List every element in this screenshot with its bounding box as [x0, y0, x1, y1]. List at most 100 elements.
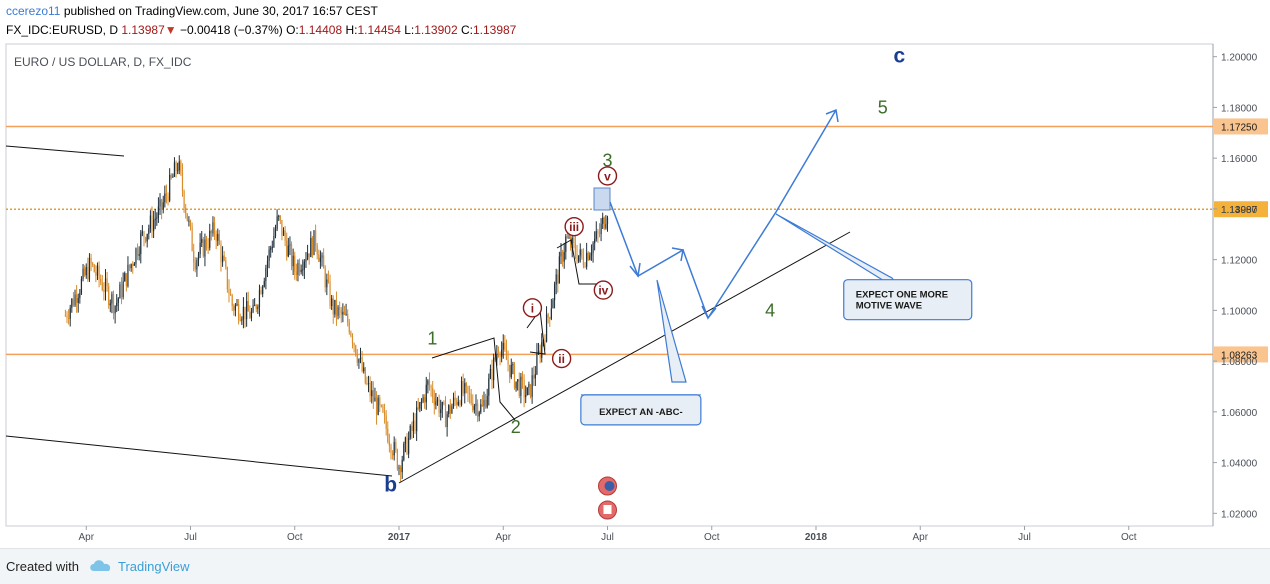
y-tick-label: 1.12000	[1221, 256, 1258, 267]
candle-body	[213, 222, 216, 235]
level-price-tag	[1214, 201, 1268, 218]
candle-body	[64, 315, 66, 317]
candle-body	[100, 278, 102, 283]
candle-body	[88, 257, 91, 280]
candle-body	[537, 350, 540, 353]
callout-text: MOTIVE WAVE	[856, 301, 922, 312]
candle-body	[218, 233, 220, 245]
candle-body	[149, 215, 152, 229]
candle-body	[570, 236, 572, 248]
candle-body	[605, 224, 607, 229]
low-value: 1.13902	[414, 23, 458, 37]
candle-body	[186, 213, 188, 221]
candle-body	[521, 376, 524, 381]
candle-body	[234, 305, 237, 311]
candle-body	[316, 245, 318, 255]
candle-body	[231, 295, 233, 307]
candle-body	[342, 311, 344, 315]
candle-body	[306, 253, 309, 260]
candle-body	[225, 260, 227, 268]
candle-body	[154, 218, 156, 221]
candle-body	[459, 401, 461, 405]
candle-body	[528, 384, 530, 388]
y-tick-label: 1.10000	[1221, 306, 1258, 317]
candle-body	[159, 199, 161, 207]
candle-body	[606, 217, 609, 225]
candle-body	[334, 299, 336, 315]
candle-body	[85, 266, 87, 276]
wave-label-circle	[564, 216, 584, 237]
price-chart[interactable]: EURO / US DOLLAR, D, FX_IDC 1.17250 1.139…	[0, 42, 1270, 548]
candle-body	[424, 397, 426, 403]
candle-body	[452, 397, 455, 407]
candle-body	[454, 397, 456, 401]
event-markers[interactable]	[598, 476, 617, 520]
candle-body	[383, 411, 386, 416]
candle-body	[146, 233, 148, 242]
uptrend-support-line	[398, 231, 851, 484]
candle-body	[111, 294, 113, 304]
candle-body	[478, 412, 480, 417]
candle-body	[590, 253, 593, 256]
candle-body	[196, 259, 198, 270]
author-link[interactable]: ccerezo11	[6, 4, 61, 18]
candle-body	[165, 193, 168, 197]
candle-body	[444, 404, 447, 428]
candle-body	[181, 172, 184, 192]
candle-body	[164, 193, 166, 203]
candle-body	[553, 284, 556, 301]
candle-body	[536, 352, 538, 375]
candle-body	[371, 390, 373, 397]
wave-label-circle	[593, 280, 614, 300]
candle-body	[428, 380, 431, 387]
candle-body	[361, 357, 363, 372]
candle-body	[589, 255, 591, 260]
candle-body	[430, 386, 432, 389]
published-text: published on TradingView.com, June 30, 2…	[63, 4, 378, 18]
candle-body	[103, 289, 105, 292]
candle-body	[263, 281, 265, 287]
candle-body	[84, 268, 86, 276]
candle-body	[80, 278, 83, 294]
tradingview-brand-link[interactable]: TradingView	[118, 559, 190, 574]
high-label: H:	[345, 23, 358, 37]
candle-body	[476, 403, 479, 417]
x-tick-label: Oct	[704, 532, 720, 543]
wave-label: 1	[427, 328, 437, 348]
candle-body	[170, 174, 172, 178]
y-tick-label: 1.06000	[1221, 408, 1258, 419]
candle-body	[128, 264, 131, 269]
candle-body	[505, 349, 508, 360]
candle-body	[504, 342, 506, 350]
candle-body	[96, 265, 99, 276]
candle-body	[276, 216, 278, 230]
candle-body	[185, 207, 187, 214]
level-price-label: 1.13987	[1221, 205, 1258, 216]
candle-body	[321, 255, 323, 258]
tradingview-cloud-icon[interactable]	[88, 558, 114, 574]
candle-body	[140, 233, 142, 254]
candle-body	[472, 403, 474, 411]
wave-label: iv	[598, 284, 608, 298]
candle-body	[236, 303, 238, 306]
candle-body	[552, 300, 554, 309]
candle-body	[340, 309, 342, 315]
candle-body	[212, 222, 214, 234]
candle-body	[72, 298, 75, 306]
candle-body	[77, 298, 79, 303]
candle-body	[268, 249, 270, 261]
candle-body	[427, 380, 429, 385]
candle-body	[586, 252, 588, 267]
candle-body	[271, 246, 273, 249]
candle-body	[294, 255, 296, 272]
candle-body	[260, 289, 262, 294]
candle-body	[173, 162, 176, 177]
candle-body	[180, 161, 182, 173]
projected-wave-path	[609, 109, 837, 320]
candle-body	[337, 307, 339, 316]
candle-body	[209, 230, 211, 248]
candle-body	[177, 170, 179, 172]
chart-area[interactable]: EURO / US DOLLAR, D, FX_IDC 1.17250 1.139…	[0, 42, 1270, 548]
candle-body	[443, 401, 445, 405]
candle-body	[571, 237, 573, 248]
